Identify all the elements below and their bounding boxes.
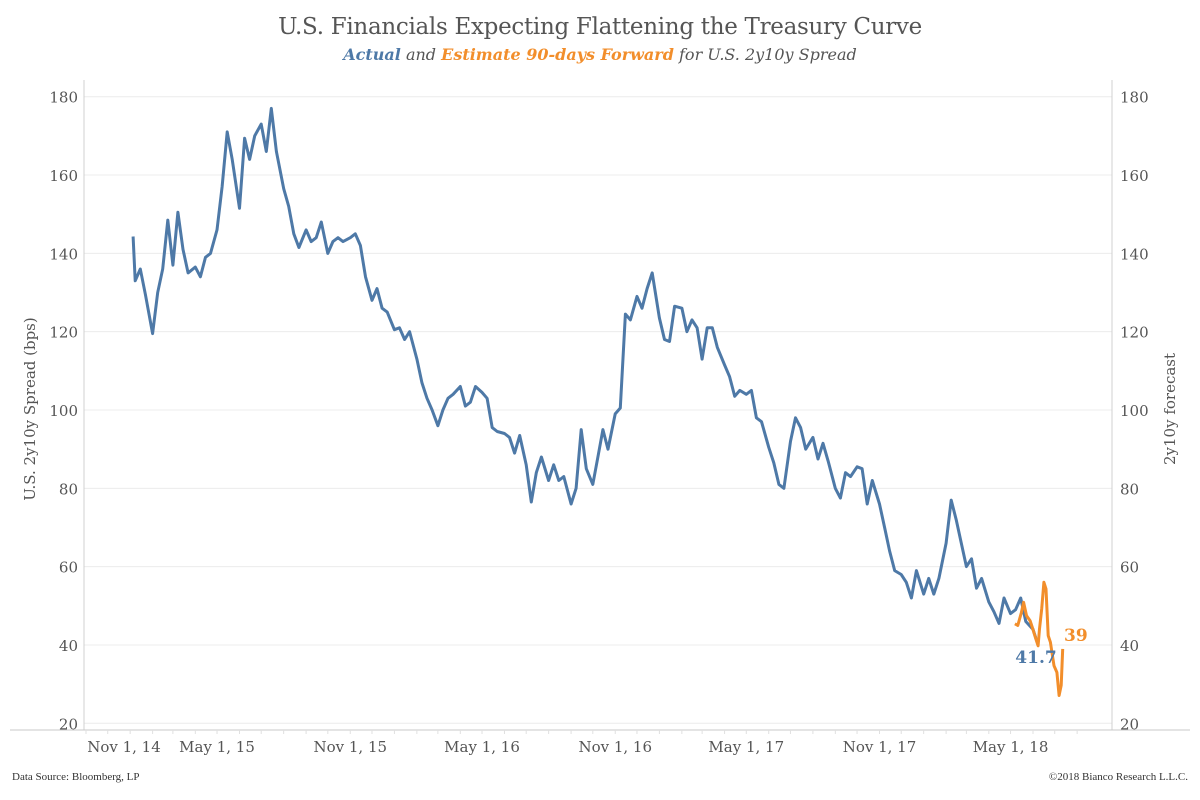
y-tick-label-right: 80 [1120,480,1139,498]
y-axis-title-right: 2y10y forecast [1161,352,1179,466]
y-axis-title-left: U.S. 2y10y Spread (bps) [21,317,39,501]
x-tick-label: Nov 1, 16 [578,738,652,756]
y-tick-label-left: 80 [59,480,78,498]
y-tick-label-right: 140 [1120,245,1149,263]
chart-subtitle: Actual and Estimate 90-days Forward for … [0,45,1200,64]
subtitle-rest: for U.S. 2y10y Spread [673,45,857,64]
x-tick-label: May 1, 16 [444,738,520,756]
y-tick-label-right: 60 [1120,559,1139,577]
x-tick-label: Nov 1, 17 [843,738,917,756]
data-source: Data Source: Bloomberg, LP [12,771,140,783]
chart-title: U.S. Financials Expecting Flattening the… [278,14,922,40]
y-tick-label-right: 100 [1120,402,1149,420]
y-tick-label-left: 160 [49,167,78,185]
y-tick-label-right: 160 [1120,167,1149,185]
y-tick-label-right: 20 [1120,715,1139,733]
x-tick-label: May 1, 18 [973,738,1049,756]
y-tick-label-right: 120 [1120,324,1149,342]
x-tick-label: May 1, 17 [708,738,784,756]
y-tick-label-left: 140 [49,245,78,263]
y-tick-label-left: 120 [49,324,78,342]
actual-series-line [131,106,1038,639]
y-tick-label-left: 100 [49,402,78,420]
subtitle-estimate: Estimate 90-days Forward [441,45,674,64]
subtitle-actual: Actual [343,45,401,64]
y-tick-label-left: 60 [59,559,78,577]
copyright: ©2018 Bianco Research L.L.C. [1048,771,1188,783]
y-tick-label-left: 20 [59,715,78,733]
actual-end-label: 41.7 [1015,648,1056,668]
subtitle-and: and [400,45,442,64]
y-tick-label-right: 40 [1120,637,1139,655]
y-tick-label-left: 180 [49,89,78,107]
estimate-end-label: 39 [1064,626,1088,646]
x-tick-label: May 1, 15 [179,738,255,756]
x-tick-label: Nov 1, 14 [87,738,161,756]
x-tick-label: Nov 1, 15 [313,738,387,756]
y-tick-label-left: 40 [59,637,78,655]
estimate-series-line [1014,580,1065,697]
y-tick-label-right: 180 [1120,89,1149,107]
